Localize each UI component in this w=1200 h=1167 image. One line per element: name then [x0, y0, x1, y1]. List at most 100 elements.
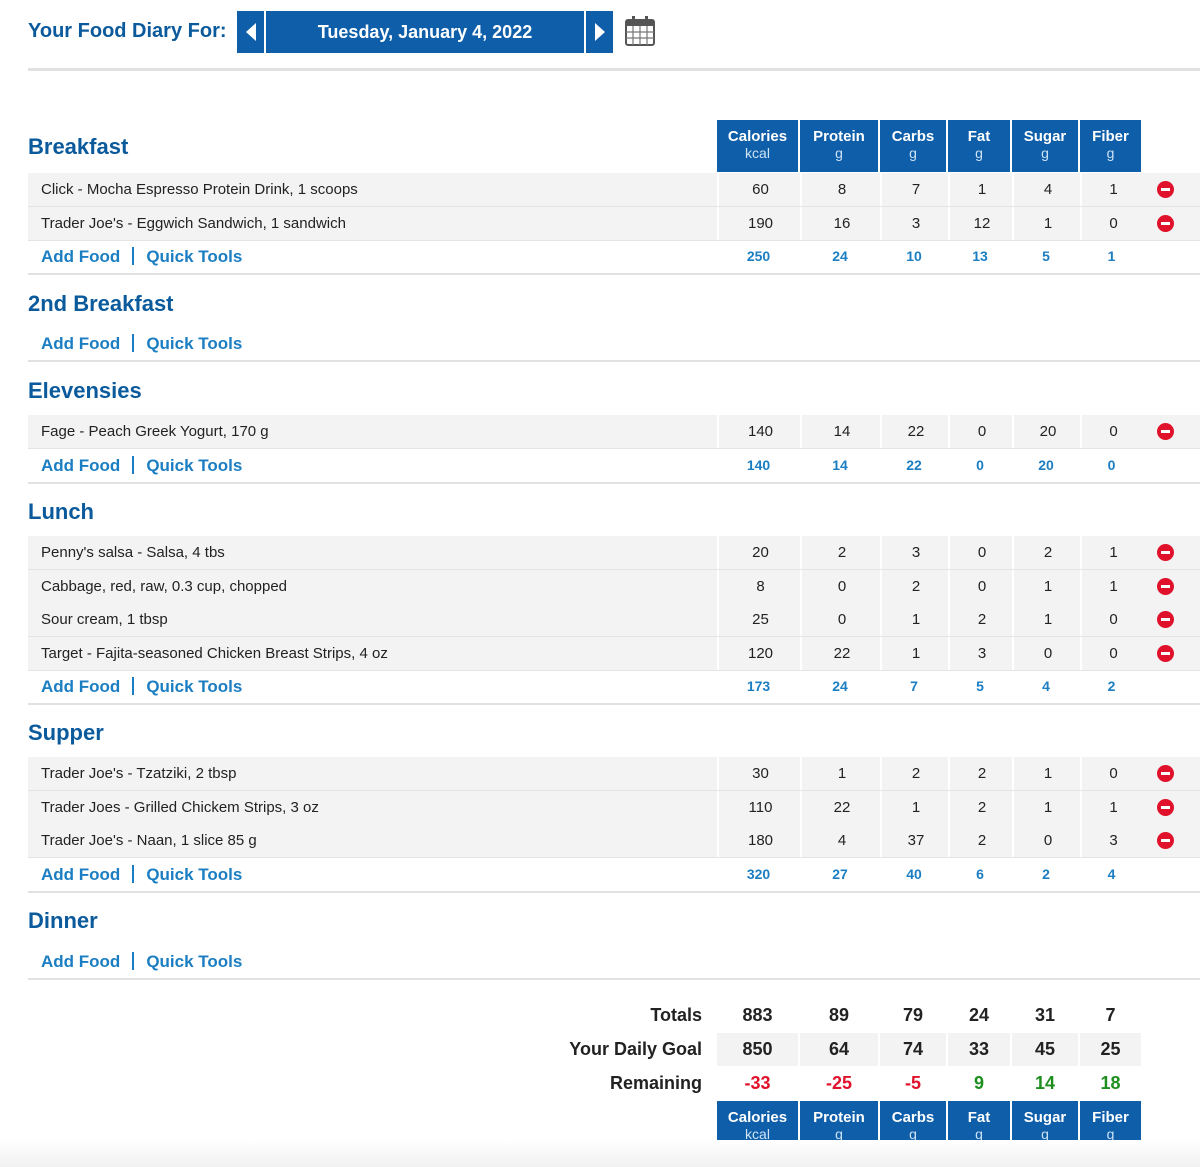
add-food-link[interactable]: Add Food — [41, 952, 121, 971]
remaining-fat: 9 — [948, 1067, 1010, 1100]
link-separator — [132, 333, 135, 352]
link-separator — [132, 951, 135, 970]
meal-total-fat: 5 — [976, 678, 984, 694]
food-name[interactable]: Trader Joes - Grilled Chickem Strips, 3 … — [41, 798, 319, 816]
food-row: Trader Joe's - Naan, 1 slice 85 g 180 4 37 2… — [28, 824, 1200, 858]
meal-totals-row: Add Food Quick Tools 140 14 22 0 20 0 — [28, 449, 1200, 484]
calendar-icon[interactable] — [624, 15, 656, 47]
food-name[interactable]: Fage - Peach Greek Yogurt, 170 g — [41, 423, 269, 440]
next-day-button[interactable] — [584, 11, 613, 53]
food-name[interactable]: Cabbage, red, raw, 0.3 cup, chopped — [41, 577, 288, 595]
totals-carbs: 79 — [880, 999, 946, 1032]
meal-title: 2nd Breakfast — [28, 291, 174, 316]
column-header-unit: g — [835, 145, 843, 161]
food-sugar-value: 1 — [1012, 790, 1082, 824]
column-header-name: Sugar — [1023, 128, 1067, 145]
meal-total-fiber: 1 — [1107, 248, 1116, 264]
food-carbs-value: 22 — [880, 415, 950, 448]
link-separator — [132, 676, 135, 695]
quick-tools-link[interactable]: Quick Tools — [146, 247, 243, 266]
column-header-unit: g — [909, 145, 917, 161]
remove-food-icon[interactable] — [1157, 544, 1174, 561]
remaining-row: Remaining -33 -25 -5 9 14 18 — [28, 1067, 1200, 1100]
food-name[interactable]: Click - Mocha Espresso Protein Drink, 1 … — [41, 181, 358, 198]
diary-header: Your Food Diary For: Tuesday, January 4,… — [28, 10, 1200, 54]
daily-goal-sugar: 45 — [1012, 1033, 1078, 1066]
food-fat-value: 0 — [948, 415, 1014, 448]
quick-tools-link[interactable]: Quick Tools — [146, 456, 243, 475]
add-food-link[interactable]: Add Food — [41, 456, 121, 475]
remove-food-icon[interactable] — [1157, 832, 1174, 849]
remove-food-icon[interactable] — [1157, 214, 1174, 232]
food-calories-value: 110 — [717, 790, 802, 824]
column-header-fat: Fat g — [948, 120, 1010, 172]
food-fat-value: 0 — [948, 569, 1014, 603]
quick-tools-link[interactable]: Quick Tools — [146, 677, 243, 696]
food-protein-value: 4 — [800, 824, 882, 857]
add-food-link[interactable]: Add Food — [41, 247, 121, 266]
food-sugar-value: 0 — [1012, 824, 1082, 857]
food-name[interactable]: Target - Fajita-seasoned Chicken Breast … — [41, 644, 388, 662]
meal-total-calories: 140 — [746, 457, 771, 473]
meal-total-carbs: 22 — [906, 457, 922, 473]
food-carbs-value: 1 — [880, 636, 950, 670]
food-fat-value: 2 — [948, 790, 1014, 824]
meal-total-fiber: 4 — [1107, 866, 1116, 882]
food-fat-value: 12 — [948, 206, 1014, 240]
remove-food-icon[interactable] — [1157, 644, 1174, 662]
column-header-unit: g — [975, 1126, 983, 1142]
meal-total-fiber: 0 — [1107, 457, 1116, 473]
remove-food-icon[interactable] — [1157, 611, 1174, 628]
add-food-link[interactable]: Add Food — [41, 334, 121, 353]
totals-protein: 89 — [800, 999, 878, 1032]
meal-total-carbs: 7 — [910, 678, 918, 694]
quick-tools-link[interactable]: Quick Tools — [146, 952, 243, 971]
add-food-link[interactable]: Add Food — [41, 677, 121, 696]
food-name[interactable]: Penny's salsa - Salsa, 4 tbs — [41, 544, 225, 561]
meal-title: Elevensies — [28, 378, 142, 403]
food-row: Penny's salsa - Salsa, 4 tbs 20 2 3 0 2 1 — [28, 536, 1200, 570]
previous-day-button[interactable] — [237, 11, 266, 53]
food-sugar-value: 1 — [1012, 206, 1082, 240]
food-calories-value: 20 — [717, 536, 802, 569]
food-row: Trader Joe's - Eggwich Sandwich, 1 sandw… — [28, 206, 1200, 241]
remove-food-icon[interactable] — [1157, 798, 1174, 816]
arrow-left-icon — [245, 23, 256, 41]
food-calories-value: 190 — [717, 206, 802, 240]
column-header-name: Sugar — [1023, 1109, 1067, 1126]
meal-total-sugar: 20 — [1038, 457, 1054, 473]
remove-food-icon[interactable] — [1157, 577, 1174, 595]
food-protein-value: 0 — [800, 569, 882, 603]
meal-total-fat: 13 — [972, 248, 988, 264]
diary-label: Your Food Diary For: — [28, 20, 227, 42]
column-header-name: Fat — [967, 128, 991, 145]
food-protein-value: 14 — [800, 415, 882, 448]
remove-food-icon[interactable] — [1157, 423, 1174, 440]
food-fiber-value: 1 — [1080, 790, 1145, 824]
food-fat-value: 2 — [948, 603, 1014, 636]
food-carbs-value: 3 — [880, 206, 950, 240]
meal-total-calories: 320 — [746, 866, 771, 882]
link-separator — [132, 455, 135, 474]
column-header-unit: kcal — [745, 1126, 770, 1142]
food-name[interactable]: Sour cream, 1 tbsp — [41, 611, 168, 628]
column-header-unit: g — [1041, 1126, 1049, 1142]
food-calories-value: 180 — [717, 824, 802, 857]
quick-tools-link[interactable]: Quick Tools — [146, 334, 243, 353]
food-sugar-value: 1 — [1012, 757, 1082, 790]
quick-tools-link[interactable]: Quick Tools — [146, 865, 243, 884]
column-header-protein: Protein g — [800, 120, 878, 172]
current-date: Tuesday, January 4, 2022 — [317, 21, 533, 42]
meal-actions: Add Food Quick Tools — [41, 858, 242, 891]
meal-total-protein: 24 — [832, 248, 848, 264]
remove-food-icon[interactable] — [1157, 181, 1174, 198]
food-sugar-value: 4 — [1012, 173, 1082, 206]
add-food-link[interactable]: Add Food — [41, 865, 121, 884]
food-name[interactable]: Trader Joe's - Naan, 1 slice 85 g — [41, 832, 257, 849]
food-name[interactable]: Trader Joe's - Tzatziki, 2 tbsp — [41, 765, 237, 782]
meal-title: Dinner — [28, 908, 98, 933]
meal-title: Lunch — [28, 499, 94, 524]
food-fat-value: 3 — [948, 636, 1014, 670]
food-name[interactable]: Trader Joe's - Eggwich Sandwich, 1 sandw… — [41, 214, 346, 232]
remove-food-icon[interactable] — [1157, 765, 1174, 782]
